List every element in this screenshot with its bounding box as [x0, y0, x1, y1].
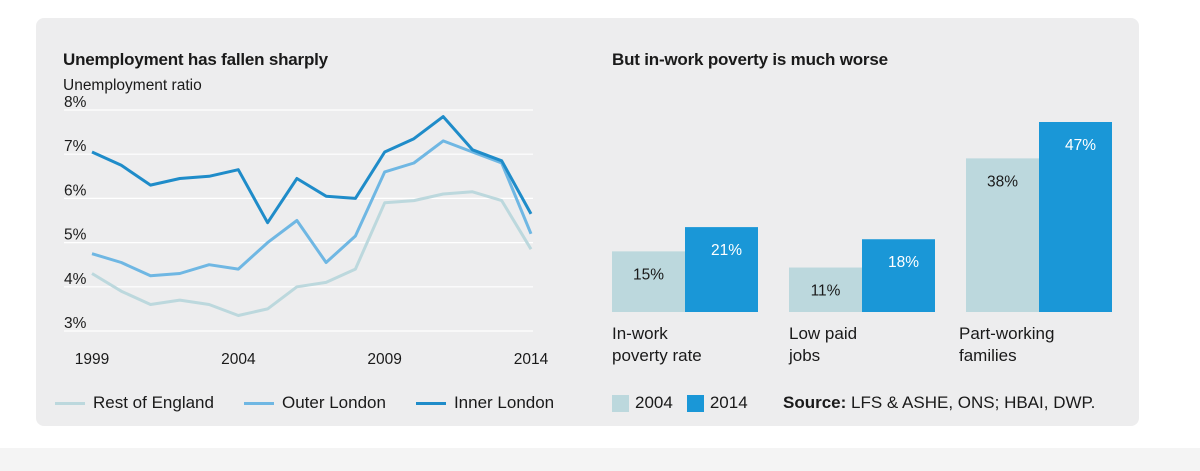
- legend-label-2014: 2014: [709, 393, 748, 412]
- legend-swatch-outer-london: [243, 401, 274, 405]
- category-label: poverty rate: [612, 346, 702, 365]
- legend-swatch-2014: [686, 394, 704, 412]
- legend-label-outer-london: Outer London: [281, 393, 386, 412]
- bar-value-label: 18%: [888, 254, 919, 271]
- category-label: families: [959, 346, 1017, 365]
- legend-label-rest-of-england: Rest of England: [93, 393, 214, 412]
- y-tick-label: 7%: [64, 138, 87, 155]
- legend-item-inner-london: Inner London: [415, 393, 555, 413]
- legend-item-2014: 2014: [686, 393, 748, 413]
- legend-swatch-inner-london: [415, 401, 446, 405]
- x-tick-label: 2014: [514, 351, 549, 368]
- source-note: Source: LFS & ASHE, ONS; HBAI, DWP.: [783, 393, 1095, 413]
- y-tick-label: 8%: [64, 94, 87, 111]
- chart-panel: [36, 18, 1139, 426]
- bar-chart-title: But in-work poverty is much worse: [612, 50, 888, 69]
- legend-label-2004: 2004: [635, 393, 673, 412]
- x-tick-label: 1999: [75, 351, 109, 368]
- y-tick-label: 3%: [64, 315, 87, 332]
- source-label: Source:: [783, 393, 847, 412]
- bar-2004: [966, 158, 1039, 312]
- legend-item-rest-of-england: Rest of England: [55, 393, 214, 413]
- category-label: In-work: [612, 324, 668, 343]
- page-bottom-strip: [0, 448, 1200, 471]
- legend-label-inner-london: Inner London: [453, 393, 555, 412]
- bar-value-label: 38%: [987, 173, 1018, 190]
- x-tick-label: 2004: [221, 351, 256, 368]
- line-chart-legend: Rest of England Outer London Inner Londo…: [55, 393, 554, 413]
- x-tick-label: 2009: [367, 351, 401, 368]
- bar-value-label: 47%: [1065, 137, 1096, 154]
- source-text: LFS & ASHE, ONS; HBAI, DWP.: [846, 393, 1096, 412]
- series-line-inner-london: [91, 115, 533, 225]
- line-chart-y-label: Unemployment ratio: [63, 77, 202, 94]
- y-tick-label: 4%: [64, 271, 87, 288]
- legend-swatch-2004: [612, 394, 629, 412]
- bar-2004: [789, 267, 862, 312]
- bar-2014: [685, 227, 758, 312]
- y-tick-label: 5%: [64, 227, 87, 244]
- legend-item-outer-london: Outer London: [243, 393, 386, 413]
- bar-value-label: 15%: [633, 266, 664, 283]
- bar-2014: [1039, 122, 1112, 312]
- series-line-outer-london: [91, 139, 533, 278]
- bar-2014: [862, 239, 935, 312]
- series-line-rest-of-england: [91, 190, 533, 317]
- bar-value-label: 11%: [811, 283, 841, 300]
- bar-value-label: 21%: [711, 242, 742, 259]
- category-label: jobs: [788, 346, 820, 365]
- legend-item-2004: 2004: [612, 393, 673, 413]
- y-tick-label: 6%: [64, 182, 87, 199]
- bar-chart-legend: 2004 2014: [612, 393, 748, 413]
- line-chart-title: Unemployment has fallen sharply: [63, 50, 328, 69]
- category-label: Low paid: [789, 324, 857, 343]
- category-label: Part-working: [959, 324, 1054, 343]
- bar-2004: [612, 251, 685, 312]
- legend-swatch-rest-of-england: [55, 401, 85, 405]
